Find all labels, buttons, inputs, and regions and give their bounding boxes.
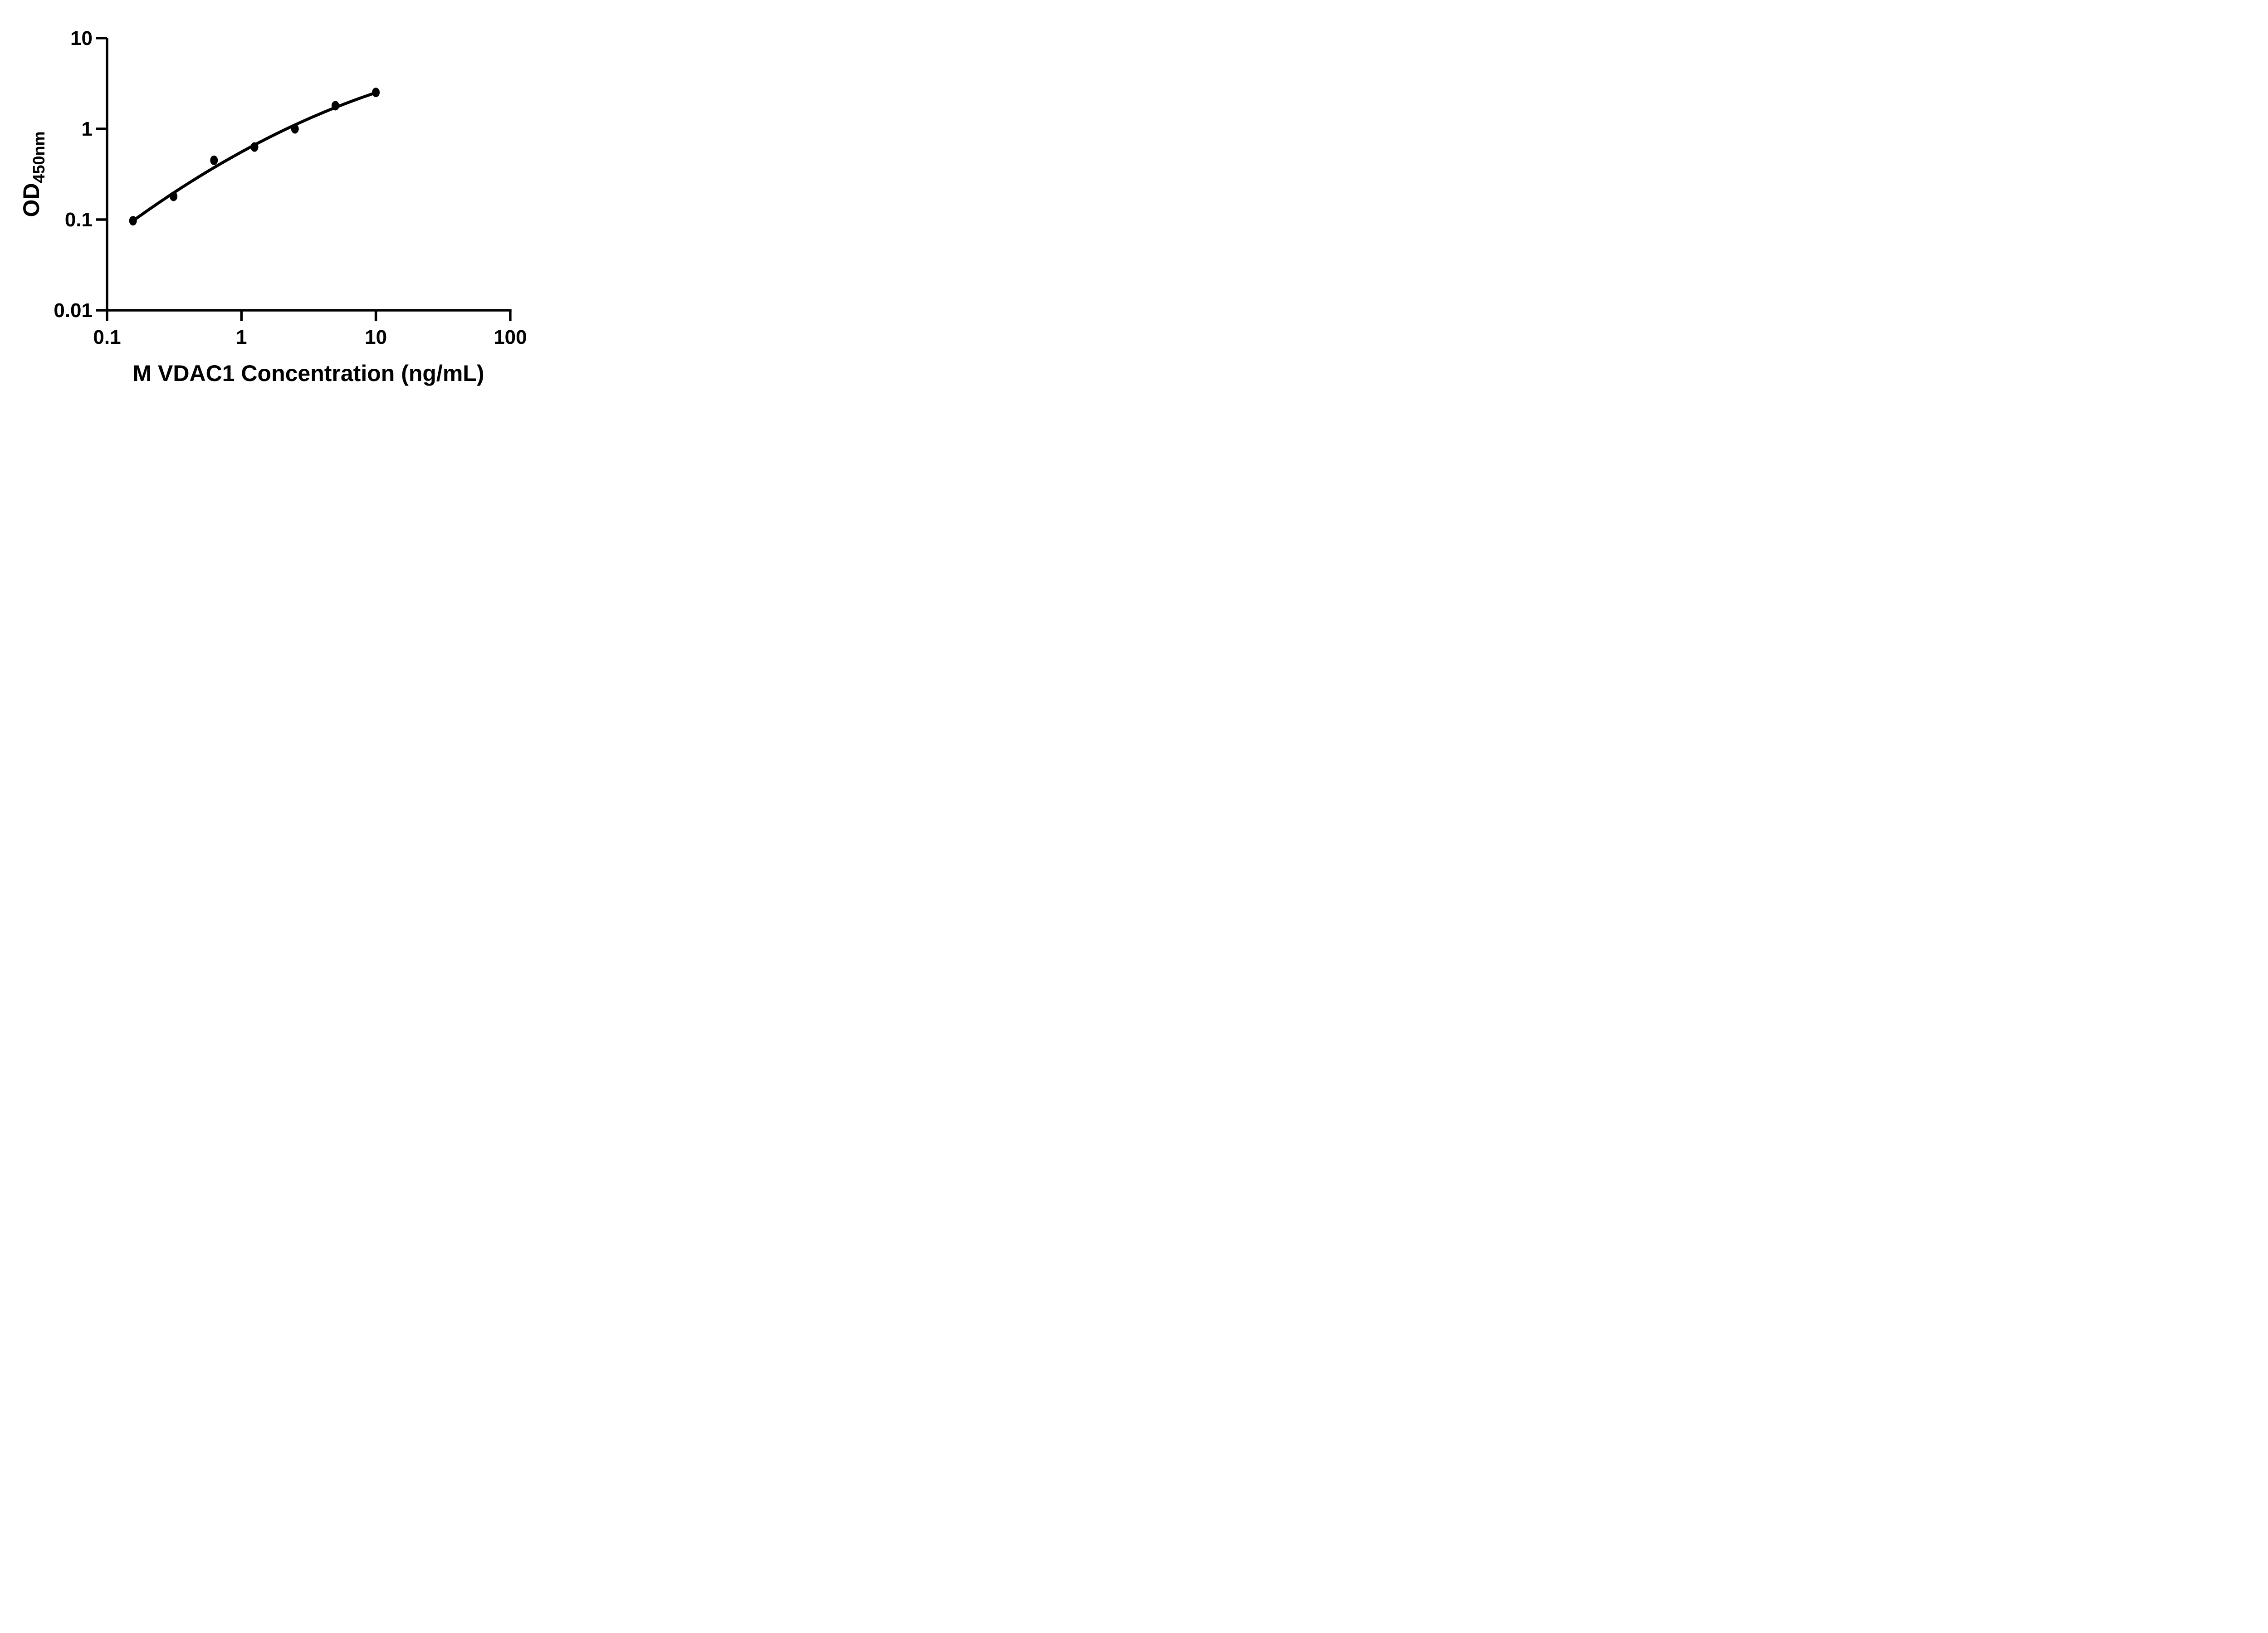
x-tick-label-1: 1 bbox=[236, 326, 247, 348]
curve-layer bbox=[131, 91, 377, 223]
data-point-4 bbox=[250, 142, 259, 152]
data-point-5 bbox=[291, 124, 299, 134]
x-tick-label-0.1: 0.1 bbox=[93, 326, 121, 348]
points-layer bbox=[129, 88, 380, 226]
y-axis-title-main: OD bbox=[19, 183, 44, 217]
fit-curve bbox=[131, 91, 377, 223]
y-axis-title: OD450nm bbox=[19, 131, 48, 217]
x-axis-title: M VDAC1 Concentration (ng/mL) bbox=[133, 361, 484, 386]
y-tick-label-1: 1 bbox=[82, 118, 93, 140]
data-point-1 bbox=[129, 216, 137, 226]
y-tick-label-0.1: 0.1 bbox=[65, 209, 93, 231]
data-point-6 bbox=[331, 101, 339, 111]
data-point-7 bbox=[372, 88, 380, 98]
x-tick-label-10: 10 bbox=[365, 326, 387, 348]
y-tick-label-10: 10 bbox=[70, 27, 93, 49]
elisa-standard-curve-figure: 0.01 0.1 1 10 0.1 1 10 100 M VDAC1 Concentratio… bbox=[0, 0, 582, 408]
data-point-3 bbox=[210, 155, 218, 165]
y-axis-title-subscript: 450nm bbox=[29, 131, 48, 183]
data-point-2 bbox=[170, 191, 178, 201]
y-tick-label-0.01: 0.01 bbox=[54, 299, 93, 322]
x-tick-label-100: 100 bbox=[494, 326, 527, 348]
